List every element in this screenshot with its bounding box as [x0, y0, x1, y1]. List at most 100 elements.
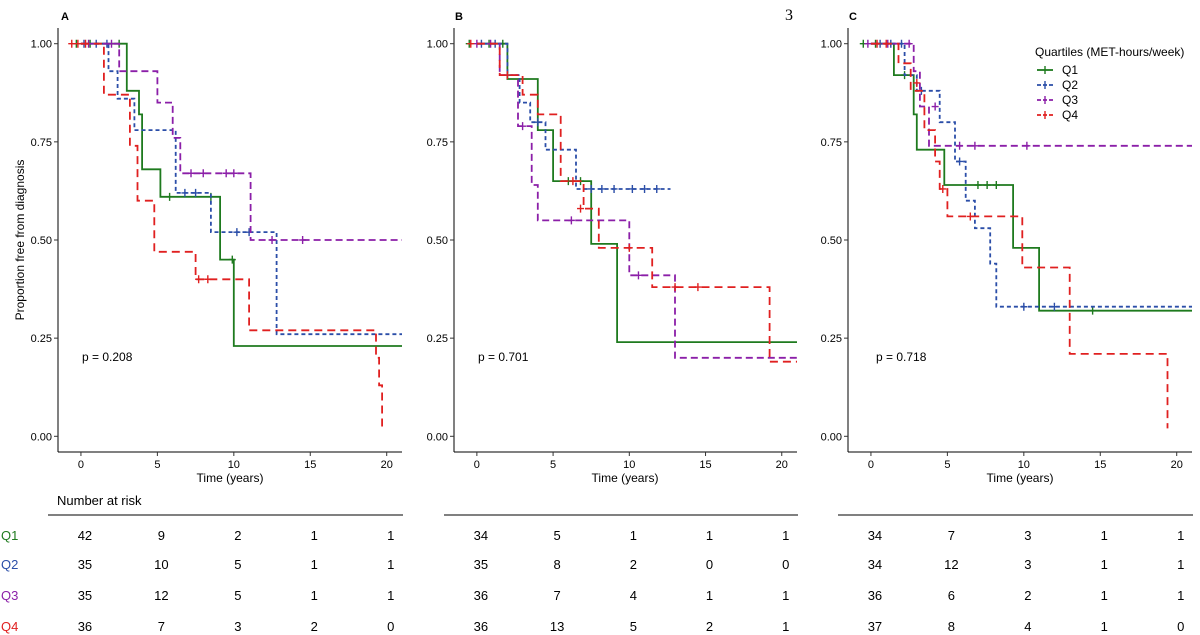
censor-mark-q3 — [864, 39, 872, 48]
panel-a-x-label: Time (years) — [197, 471, 264, 485]
censor-mark-q4 — [694, 283, 702, 292]
risk-cell: 1 — [706, 588, 713, 603]
risk-cell: 13 — [550, 619, 564, 634]
series-line-q4 — [476, 42, 797, 363]
risk-cell: 12 — [154, 588, 168, 603]
censor-mark-q2 — [233, 228, 241, 237]
censor-mark-q2 — [587, 184, 595, 193]
risk-cell: 34 — [868, 557, 882, 572]
y-tick-label: 0.00 — [427, 431, 448, 443]
y-tick-label: 0.50 — [821, 235, 842, 247]
risk-cell: 8 — [948, 619, 955, 634]
x-tick-label: 5 — [944, 459, 950, 471]
risk-cell: 4 — [1024, 619, 1031, 634]
y-tick-label: 0.50 — [31, 235, 52, 247]
censor-mark-q2 — [1020, 302, 1028, 311]
x-tick-label: 0 — [474, 459, 480, 471]
censor-mark-q2 — [653, 184, 661, 193]
risk-cell: 4 — [630, 588, 637, 603]
y-tick-label: 0.25 — [427, 333, 448, 345]
panel-c-pvalue: p = 0.718 — [876, 350, 927, 364]
censor-mark-q2 — [628, 184, 636, 193]
risk-cell: 7 — [158, 619, 165, 634]
x-tick-label: 10 — [228, 459, 240, 471]
panel-c: C Time (years) p = 0.718 0.00 0.25 0.50 0.7… — [821, 11, 1192, 485]
risk-row-label-q4: Q4 — [1, 619, 18, 634]
censor-mark-q4 — [74, 39, 82, 48]
x-tick-label: 5 — [550, 459, 556, 471]
x-tick-label: 20 — [1171, 459, 1183, 471]
censor-mark-q1 — [166, 192, 174, 201]
censor-mark-q3 — [905, 39, 913, 48]
censor-mark-q3 — [268, 236, 276, 244]
x-tick-label: 20 — [381, 459, 393, 471]
censor-mark-q4 — [671, 283, 679, 292]
censor-mark-q4 — [966, 212, 974, 221]
series-line-q4 — [80, 42, 383, 429]
risk-row-label-q2: Q2 — [1, 557, 18, 572]
series-line-q1 — [870, 42, 1192, 312]
risk-cell: 3 — [234, 619, 241, 634]
x-tick-label: 10 — [1018, 459, 1030, 471]
legend-title: Quartiles (MET-hours/week) — [1035, 45, 1184, 59]
y-tick-label: 0.25 — [31, 333, 52, 345]
risk-cell: 37 — [868, 619, 882, 634]
legend-label-q4: Q4 — [1062, 108, 1078, 122]
censor-mark-q1 — [1089, 306, 1097, 315]
risk-cell: 1 — [782, 619, 789, 634]
panel-b-title: B — [455, 11, 463, 23]
risk-cell: 42 — [78, 528, 92, 543]
risk-cell: 2 — [630, 557, 637, 572]
risk-cell: 2 — [1024, 588, 1031, 603]
censor-mark-q3 — [971, 141, 979, 150]
censor-mark-q2 — [534, 118, 542, 127]
y-tick-label: 0.25 — [821, 333, 842, 345]
risk-cell: 35 — [78, 588, 92, 603]
x-tick-label: 0 — [78, 459, 84, 471]
panel-c-plot: 0.00 0.25 0.50 0.75 1.00 0 5 10 15 20 — [821, 28, 1192, 471]
censor-mark-q4 — [82, 39, 90, 48]
panel-b-plot: 0.00 0.25 0.50 0.75 1.00 0 5 10 15 20 — [427, 28, 797, 471]
risk-cell: 1 — [1101, 619, 1108, 634]
risk-cell: 34 — [868, 528, 882, 543]
panel-a-title: A — [61, 11, 69, 23]
risk-cell: 1 — [387, 528, 394, 543]
x-tick-label: 20 — [776, 459, 788, 471]
x-tick-label: 15 — [1094, 459, 1106, 471]
y-tick-label: 0.75 — [821, 137, 842, 149]
censor-mark-q3 — [956, 141, 964, 150]
risk-cell: 36 — [474, 588, 488, 603]
censor-mark-q4 — [625, 243, 633, 252]
censor-mark-q3 — [230, 169, 238, 178]
censor-mark-q4 — [939, 184, 947, 193]
risk-cell: 1 — [782, 528, 789, 543]
risk-cell: 5 — [630, 619, 637, 634]
legend-label-q2: Q2 — [1062, 78, 1078, 92]
risk-row-label-q1: Q1 — [1, 528, 18, 543]
risk-cell: 36 — [474, 619, 488, 634]
x-tick-label: 15 — [699, 459, 711, 471]
risk-cell: 1 — [706, 528, 713, 543]
censor-mark-q4 — [577, 204, 585, 213]
censor-mark-q4 — [467, 39, 475, 48]
risk-cell: 35 — [474, 557, 488, 572]
panel-a: A Time (years) p = 0.208 0.00 0.25 0.50 0.7… — [31, 11, 402, 485]
y-tick-label: 1.00 — [821, 39, 842, 51]
x-tick-label: 10 — [623, 459, 635, 471]
series-line-q3 — [476, 42, 797, 359]
censor-mark-q4 — [195, 275, 203, 284]
censor-mark-q3 — [299, 236, 307, 244]
risk-cell: 9 — [158, 528, 165, 543]
risk-table-header: Number at risk — [57, 493, 142, 508]
censor-mark-q2 — [956, 157, 964, 166]
risk-cell: 10 — [154, 557, 168, 572]
censor-mark-q1 — [974, 181, 982, 190]
censor-mark-q2 — [598, 184, 606, 193]
censor-mark-q4 — [204, 275, 212, 284]
y-tick-label: 1.00 — [427, 39, 448, 51]
risk-cell: 36 — [78, 619, 92, 634]
risk-cell: 1 — [387, 557, 394, 572]
panel-c-x-label: Time (years) — [987, 471, 1054, 485]
series-line-q2 — [80, 42, 402, 336]
